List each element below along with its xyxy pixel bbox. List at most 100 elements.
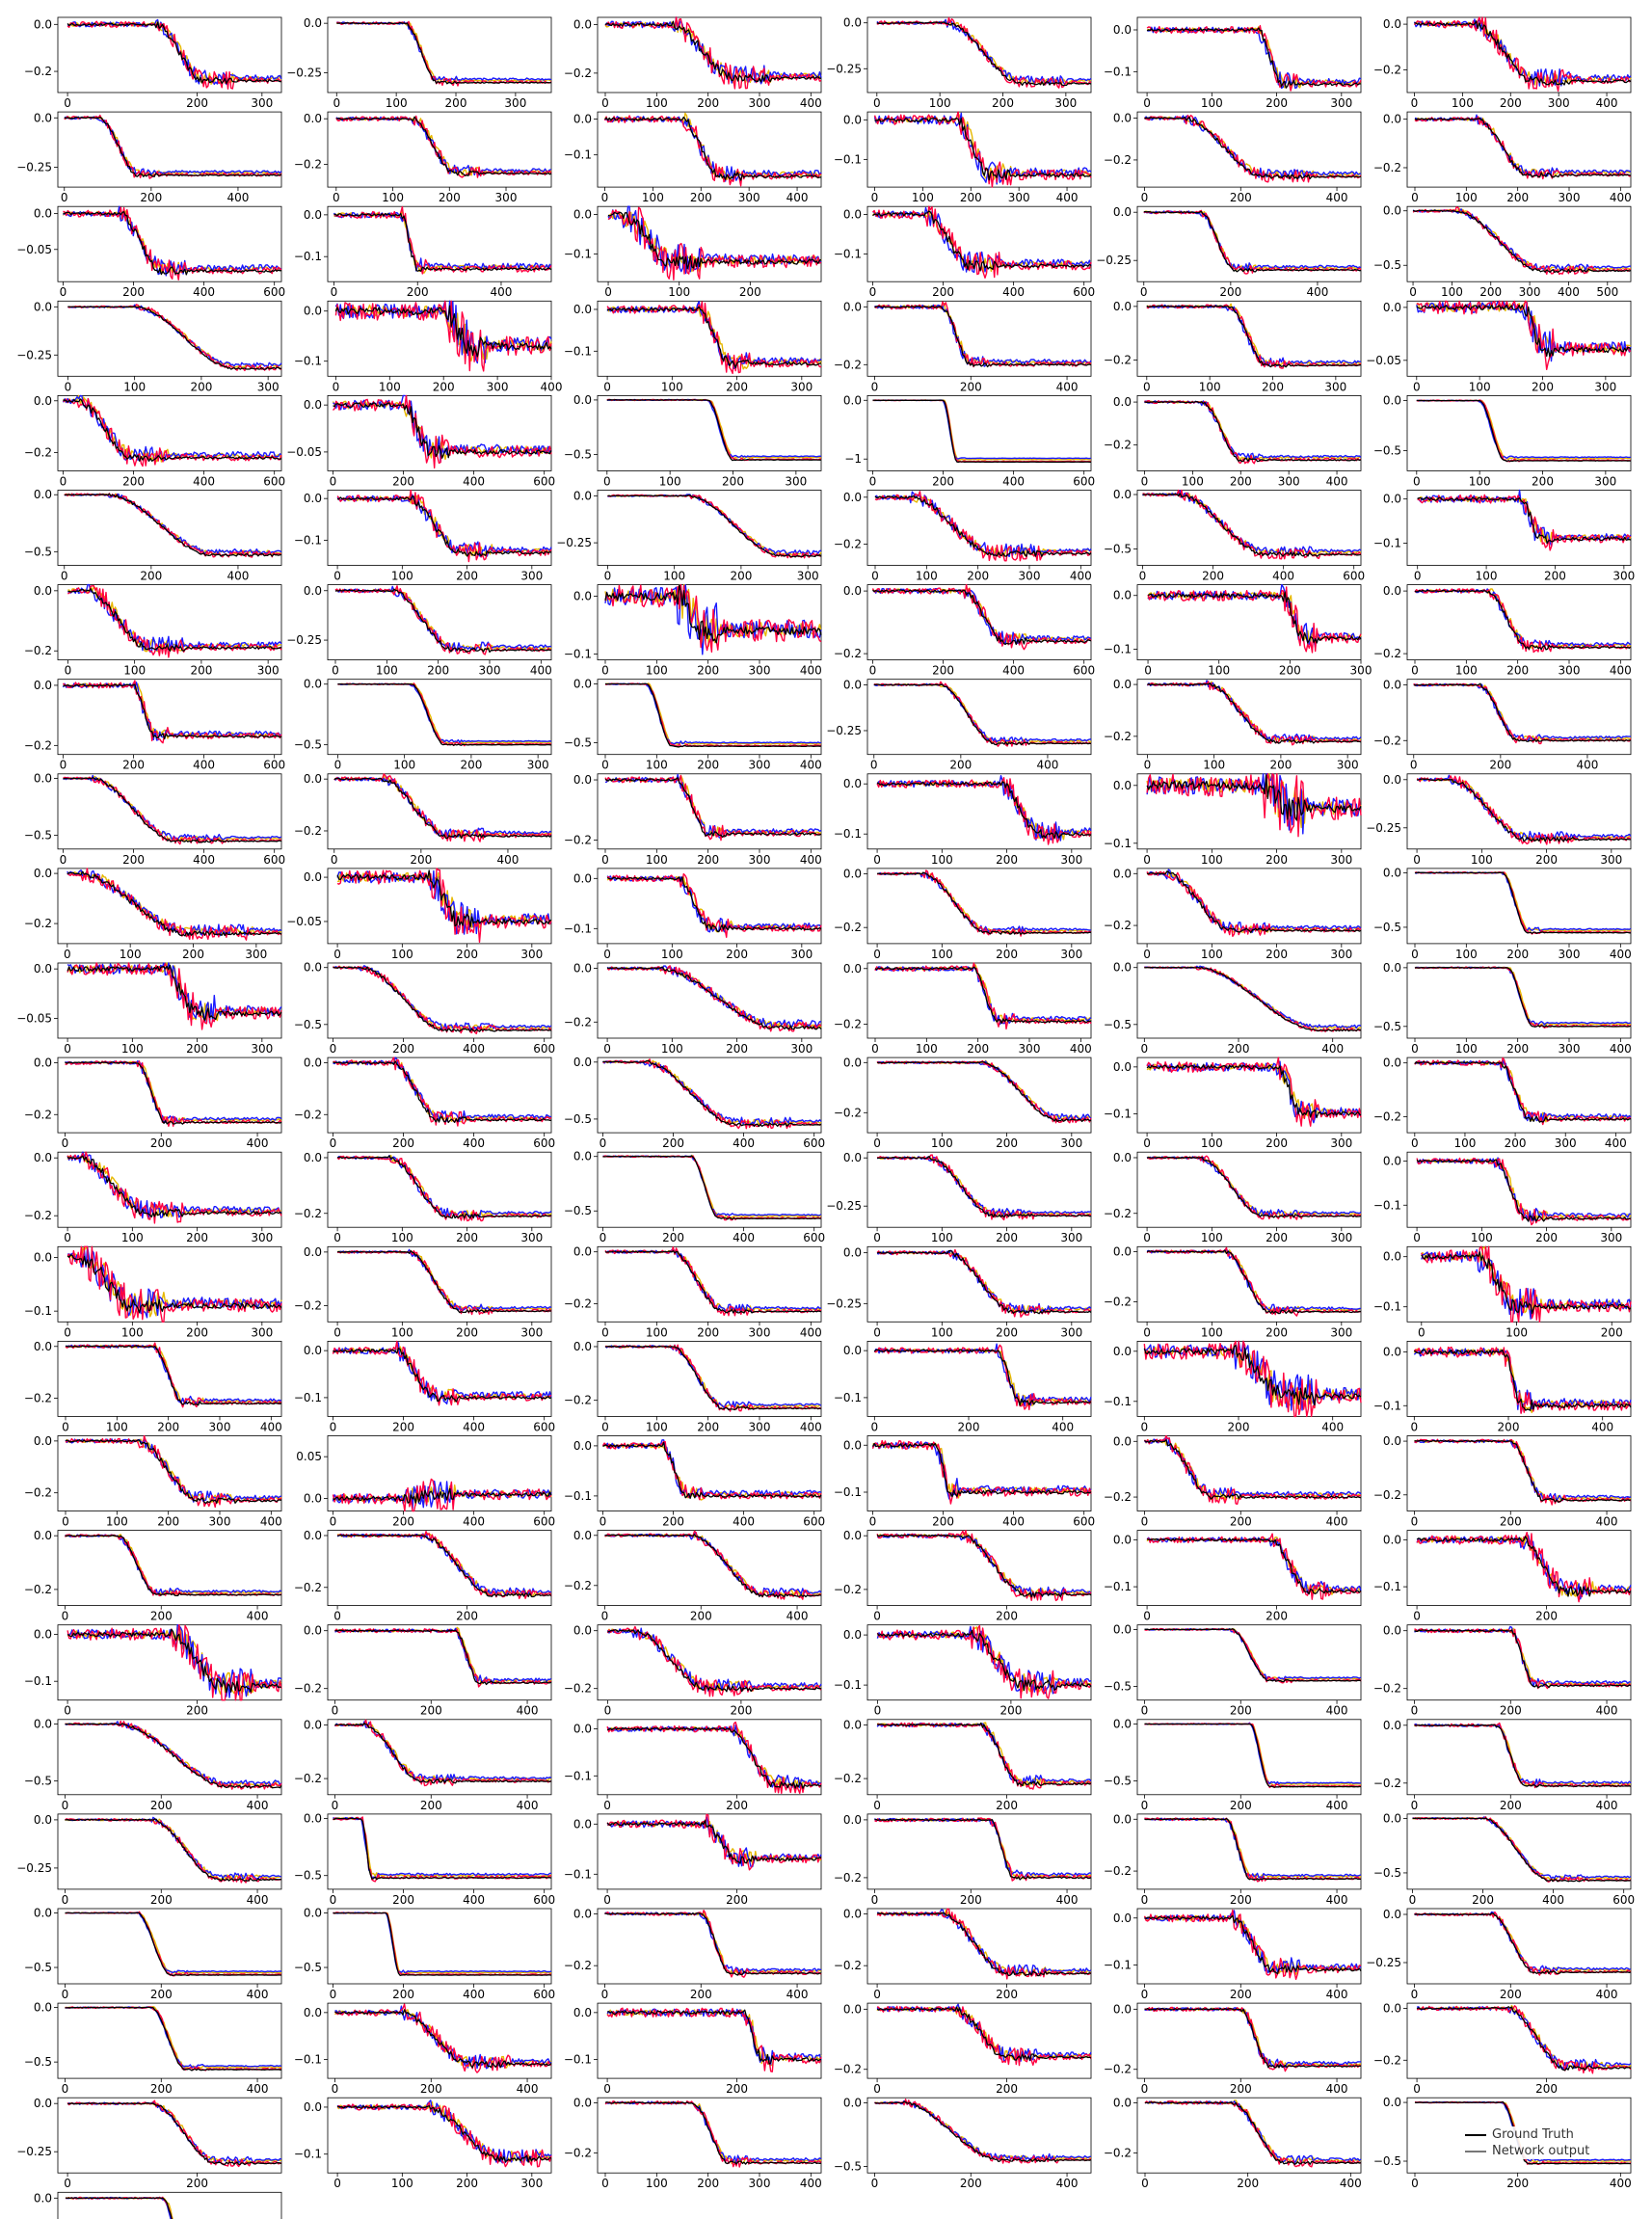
x-tick-label: 0 [603,948,611,961]
subplot-120: 0.0 −0.5 0 200 400 600 [1373,1811,1635,1906]
y-tick-label: −0.2 [1373,734,1401,747]
x-tick-label: 0 [64,1704,71,1718]
series-red [62,680,282,744]
subplot-115: 0.0 −0.25 0 200 400 [16,1813,282,1907]
series-ground-truth [1413,682,1632,742]
y-tick-label: −0.25 [16,348,52,361]
x-tick-label: 200 [1489,759,1511,772]
x-tick-label: 300 [749,664,771,678]
y-tick-label: 0.0 [1113,2002,1132,2016]
x-tick-label: 200 [932,285,954,299]
series-ground-truth [334,1629,552,1686]
x-tick-label: 400 [1056,380,1079,393]
x-tick-label: 0 [1143,948,1151,961]
y-tick-label: −0.1 [834,1391,862,1404]
y-tick-label: −0.1 [564,648,592,661]
series-red [876,1722,1092,1790]
y-tick-label: 0.0 [573,678,592,691]
x-tick-label: 100 [391,948,413,961]
x-tick-label: 200 [697,664,719,678]
y-tick-label: 0.0 [1383,1908,1401,1921]
y-tick-label: 0.0 [1113,1622,1132,1636]
y-tick-label: −0.2 [834,1772,862,1785]
subplot-103: 0.0 −0.1 0 200 [24,1623,282,1718]
y-tick-label: −0.25 [826,1297,862,1310]
y-tick-label: 0.0 [304,1492,322,1506]
y-tick-label: 0.0 [34,679,52,692]
series-ground-truth [876,1629,1092,1692]
series-red [606,1721,822,1795]
subplot-30: 0.0 −0.5 0 100 200 300 [1373,394,1632,488]
series-ground-truth [1414,117,1632,178]
y-tick-label: 0.0 [34,2001,52,2015]
y-tick-label: 0.0 [34,772,52,786]
series-ground-truth [1142,493,1362,557]
y-tick-label: −0.1 [564,2053,592,2067]
series-red [1142,489,1362,560]
y-tick-label: 0.0 [304,2100,322,2114]
y-tick-label: 0.0 [573,1150,592,1163]
x-tick-label: 200 [690,191,712,204]
y-tick-label: 0.0 [573,590,592,603]
x-tick-label: 600 [263,285,285,299]
x-tick-label: 0 [1144,759,1152,772]
series-ground-truth [336,22,552,85]
y-tick-label: 0.0 [573,1817,592,1831]
x-tick-label: 600 [1612,1893,1635,1907]
y-tick-label: −0.2 [24,1392,52,1405]
series-red [876,1529,1092,1602]
x-tick-label: 200 [662,1515,684,1529]
x-tick-label: 600 [803,1231,825,1244]
x-tick-label: 200 [1266,1325,1288,1339]
x-tick-label: 100 [1208,664,1230,678]
x-tick-label: 600 [533,1136,555,1150]
series-ground-truth [64,116,281,177]
y-tick-label: 0.05 [296,1450,322,1463]
x-tick-label: 0 [1411,2177,1419,2190]
subplot-52: 0.0 −0.1 0 100 200 300 [834,773,1092,867]
x-tick-label: 0 [62,1610,69,1623]
x-tick-label: 100 [661,380,683,393]
x-tick-label: 200 [157,1420,179,1433]
subplot-137: 0.0 −0.2 0 200 400 [1104,2096,1362,2190]
series-ground-truth [65,1439,282,1505]
x-tick-label: 0 [869,474,877,488]
x-tick-label: 200 [1506,1042,1529,1056]
x-tick-label: 400 [496,853,519,867]
x-tick-label: 0 [874,1704,882,1718]
x-tick-label: 400 [1070,1042,1092,1056]
y-tick-label: 0.0 [34,17,52,31]
y-tick-label: 0.0 [843,393,862,407]
y-tick-label: 0.0 [34,111,52,124]
subplot-58: 0.0 −0.2 0 100 200 300 [834,867,1092,961]
x-tick-label: 0 [1140,285,1148,299]
x-tick-label: 200 [1505,1136,1527,1150]
y-tick-label: 0.0 [1113,488,1132,501]
y-tick-label: 0.0 [843,584,862,598]
y-tick-label: 0.0 [304,678,322,691]
y-tick-label: −0.5 [1104,1775,1132,1788]
x-tick-label: 600 [533,474,555,488]
series-blue [67,869,282,937]
x-tick-label: 0 [333,96,340,110]
x-tick-label: 0 [1141,2082,1149,2096]
x-tick-label: 100 [916,570,938,583]
subplot-110: 0.0 −0.2 0 200 400 [294,1718,552,1812]
x-tick-label: 0 [333,191,340,204]
series-ground-truth [606,876,822,933]
y-tick-label: −0.2 [24,1583,52,1596]
series-ground-truth [606,399,822,462]
x-tick-label: 300 [1019,1042,1041,1056]
x-tick-label: 200 [420,1799,442,1812]
y-tick-label: −0.1 [564,922,592,935]
x-tick-label: 0 [1141,1515,1149,1529]
x-tick-label: 300 [749,1420,771,1433]
subplot-5: 0.0 −0.1 0 100 200 300 [1104,16,1362,110]
series-ground-truth [333,777,552,840]
series-ground-truth [1421,1251,1632,1315]
series-blue [1147,583,1362,649]
y-tick-label: −0.2 [24,917,52,930]
series-ground-truth [334,2009,552,2069]
y-tick-label: 0.0 [1383,961,1401,975]
y-tick-label: −0.5 [24,1961,52,1974]
